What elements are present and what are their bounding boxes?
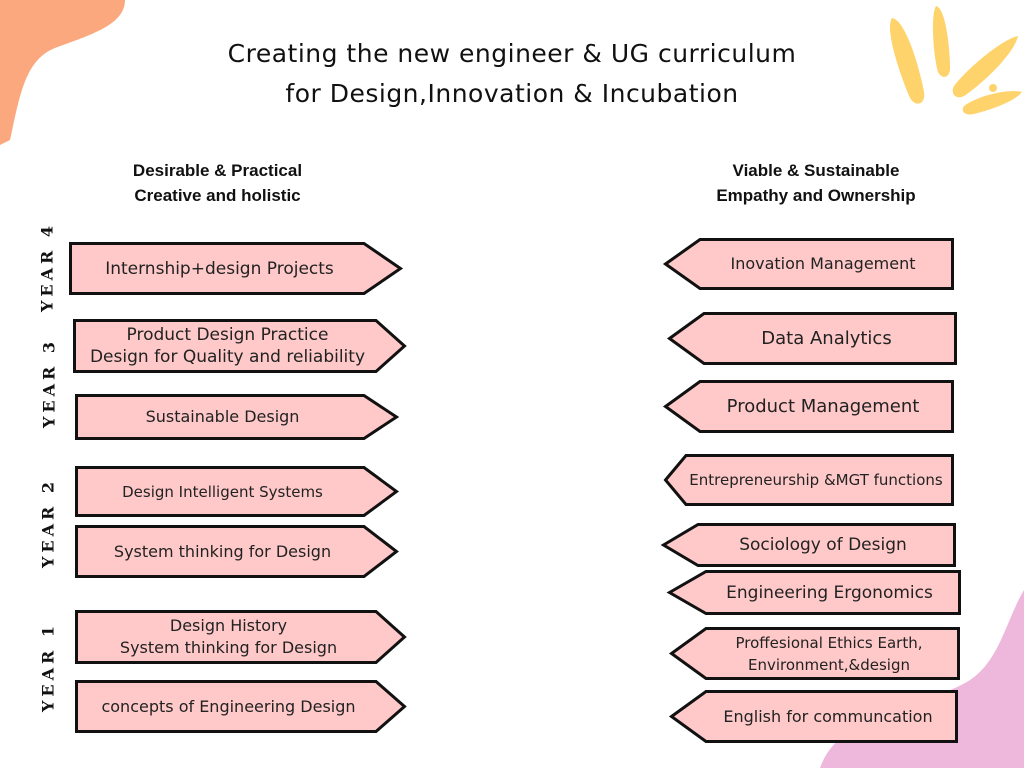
year-4-text: YEAR 4: [37, 221, 57, 313]
right-arrow-polygon: [668, 690, 958, 743]
arrow-text-line: System thinking for Design: [113, 541, 332, 561]
arrow-text-line: Sociology of Design: [739, 535, 907, 555]
left-arrow-polygon: [73, 319, 407, 373]
left-arrow-2: Product Design Practice Design for Qualit…: [73, 319, 407, 373]
left-arrow-label: Design History System thinking for Design: [81, 610, 376, 664]
right-arrow-polygon: [668, 627, 960, 680]
right-arrow-polygon: [666, 312, 957, 365]
right-header-line-1: Viable & Sustainable: [732, 161, 900, 180]
right-arrow-polygon: [662, 238, 954, 290]
left-arrow-polygon: [75, 466, 400, 517]
right-arrow-5: Sociology of Design: [660, 523, 956, 567]
right-arrow-shape: [662, 238, 954, 290]
left-arrow-shape: [75, 466, 400, 517]
right-column-header: Viable & Sustainable Empathy and Ownersh…: [680, 158, 952, 208]
arrow-text-line: Internship+design Projects: [105, 258, 334, 279]
arrow-text-line: Sustainable Design: [145, 407, 300, 426]
arrow-text-line: Design for Quality and reliability: [89, 347, 366, 367]
left-arrow-1: Internship+design Projects: [69, 242, 404, 295]
left-arrow-polygon: [75, 394, 400, 440]
left-header-line-1: Desirable & Practical: [132, 161, 303, 180]
right-arrow-polygon: [666, 570, 961, 615]
left-arrow-label: Internship+design Projects: [75, 242, 364, 295]
orange-corner-blob: [0, 0, 125, 145]
arrow-text-line: Proffesional Ethics Earth,: [735, 633, 923, 652]
right-arrow-polygon: [663, 454, 954, 506]
right-arrow-label: Entrepreneurship &MGT functions: [682, 454, 950, 506]
arrow-text-line: concepts of Engineering Design: [101, 696, 356, 716]
arrow-text-line: System thinking for Design: [119, 638, 338, 657]
arrow-text-line: Design History: [169, 616, 288, 635]
right-arrow-shape: [660, 523, 956, 567]
left-arrow-4: Design Intelligent Systems: [75, 466, 400, 517]
left-arrow-polygon: [75, 525, 399, 578]
right-arrow-polygon: [662, 380, 954, 433]
left-arrow-polygon: [75, 610, 407, 664]
left-arrow-7: concepts of Engineering Design: [75, 680, 407, 733]
right-arrow-label: Engineering Ergonomics: [702, 570, 957, 615]
title-line-1: Creating the new engineer & UG curriculu…: [227, 39, 797, 68]
left-column-header: Desirable & Practical Creative and holis…: [75, 158, 360, 208]
left-arrow-label: Sustainable Design: [81, 394, 364, 440]
left-arrow-shape: [75, 680, 407, 733]
year-3-text: YEAR 3: [39, 337, 59, 429]
right-arrow-6: Engineering Ergonomics: [666, 570, 961, 615]
right-arrow-label: Data Analytics: [700, 312, 953, 365]
right-arrow-7: Proffesional Ethics Earth, Environment,&d…: [668, 627, 960, 680]
left-arrow-shape: [73, 319, 407, 373]
left-arrow-5: System thinking for Design: [75, 525, 399, 578]
right-arrow-label: Product Management: [696, 380, 950, 433]
yellow-splash-icon: [889, 6, 1022, 115]
right-arrow-label: Inovation Management: [696, 238, 950, 290]
diagram-title: Creating the new engineer & UG curriculu…: [0, 34, 1024, 114]
left-arrow-label: System thinking for Design: [81, 525, 364, 578]
left-arrow-6: Design History System thinking for Design: [75, 610, 407, 664]
arrow-text-line: Environment,&design: [747, 655, 910, 674]
title-line-2: for Design,Innovation & Incubation: [285, 79, 739, 108]
right-arrow-shape: [663, 454, 954, 506]
right-arrow-polygon: [660, 523, 956, 567]
right-arrow-label: Proffesional Ethics Earth, Environment,&d…: [702, 627, 956, 680]
right-arrow-label: Sociology of Design: [694, 523, 952, 567]
right-arrow-shape: [666, 570, 961, 615]
right-arrow-2: Data Analytics: [666, 312, 957, 365]
right-arrow-4: Entrepreneurship &MGT functions: [663, 454, 954, 506]
arrow-text-line: Design Intelligent Systems: [122, 482, 323, 501]
right-arrow-shape: [662, 380, 954, 433]
arrow-text-line: Entrepreneurship &MGT functions: [689, 471, 943, 489]
left-header-line-2: Creative and holistic: [134, 186, 301, 205]
arrow-text-line: Product Management: [726, 395, 920, 417]
left-arrow-shape: [75, 610, 407, 664]
arrow-text-line: Product Design Practice: [126, 325, 329, 345]
right-arrow-label: English for communcation: [702, 690, 954, 743]
right-arrow-shape: [668, 690, 958, 743]
left-arrow-shape: [69, 242, 404, 295]
year-1-text: YEAR 1: [38, 621, 58, 713]
arrow-text-line: Inovation Management: [730, 254, 916, 273]
left-arrow-label: Design Intelligent Systems: [81, 466, 364, 517]
arrow-text-line: Data Analytics: [761, 327, 892, 349]
year-2-text: YEAR 2: [38, 477, 58, 569]
right-header-line-2: Empathy and Ownership: [716, 186, 916, 205]
arrow-text-line: English for communcation: [723, 706, 933, 726]
arrow-text-line: Engineering Ergonomics: [726, 582, 933, 603]
left-arrow-label: Product Design Practice Design for Qualit…: [79, 319, 376, 373]
right-arrow-1: Inovation Management: [662, 238, 954, 290]
left-arrow-polygon: [69, 242, 404, 295]
left-arrow-shape: [75, 525, 399, 578]
left-arrow-3: Sustainable Design: [75, 394, 400, 440]
right-arrow-3: Product Management: [662, 380, 954, 433]
right-arrow-shape: [666, 312, 957, 365]
left-arrow-label: concepts of Engineering Design: [81, 680, 376, 733]
left-arrow-polygon: [75, 680, 407, 733]
right-arrow-8: English for communcation: [668, 690, 958, 743]
right-arrow-shape: [668, 627, 960, 680]
left-arrow-shape: [75, 394, 400, 440]
